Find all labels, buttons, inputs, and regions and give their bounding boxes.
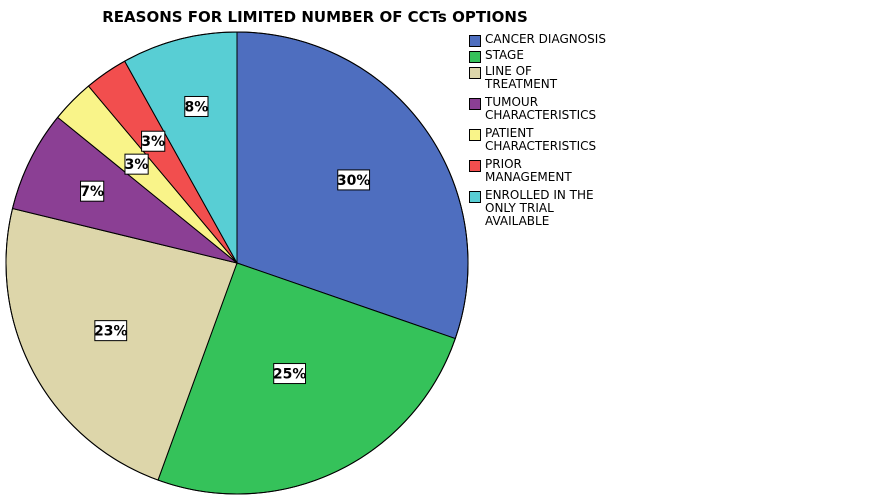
legend-swatch <box>469 160 481 172</box>
svg-text:3%: 3% <box>141 134 165 150</box>
legend-swatch <box>469 67 481 79</box>
legend-item: CANCER DIAGNOSIS <box>469 33 669 49</box>
legend-item: STAGE <box>469 49 669 65</box>
data-label-tumour-characteristics: 7% <box>80 180 105 202</box>
svg-text:30%: 30% <box>337 173 371 189</box>
legend-swatch <box>469 35 481 47</box>
legend-label: PRIOR MANAGEMENT <box>485 157 572 184</box>
pie-outline <box>5 31 469 495</box>
legend-label: STAGE <box>485 48 524 62</box>
legend-swatch <box>469 129 481 141</box>
legend-swatch <box>469 191 481 203</box>
legend-item: LINE OF TREATMENT <box>469 65 669 96</box>
legend-item: TUMOUR CHARACTERISTICS <box>469 96 669 127</box>
data-label-enrolled-in-the-only-trial-available: 8% <box>184 95 209 117</box>
legend-swatch <box>469 98 481 110</box>
svg-text:25%: 25% <box>273 367 307 383</box>
legend-item: PRIOR MANAGEMENT <box>469 158 669 189</box>
data-label-line-of-treatment: 23% <box>94 320 128 342</box>
data-label-prior-management: 3% <box>141 130 166 152</box>
data-label-stage: 25% <box>273 363 307 385</box>
legend: CANCER DIAGNOSIS STAGE LINE OF TREATMENT TU… <box>469 33 669 233</box>
legend-item: PATIENT CHARACTERISTICS <box>469 127 669 158</box>
svg-text:23%: 23% <box>94 324 128 340</box>
legend-label: CANCER DIAGNOSIS <box>485 32 606 46</box>
data-label-patient-characteristics: 3% <box>124 153 149 175</box>
data-label-cancer-diagnosis: 30% <box>337 169 371 191</box>
svg-text:8%: 8% <box>184 99 208 115</box>
legend-swatch <box>469 51 481 63</box>
legend-item: ENROLLED IN THE ONLY TRIAL AVAILABLE <box>469 189 669 233</box>
legend-label: ENROLLED IN THE ONLY TRIAL AVAILABLE <box>485 188 594 228</box>
legend-label: TUMOUR CHARACTERISTICS <box>485 95 597 122</box>
svg-text:3%: 3% <box>125 157 149 173</box>
legend-label: LINE OF TREATMENT <box>485 64 558 91</box>
legend-label: PATIENT CHARACTERISTICS <box>485 126 597 153</box>
svg-text:7%: 7% <box>80 184 104 200</box>
chart-title: REASONS FOR LIMITED NUMBER OF CCTs OPTIO… <box>102 8 528 26</box>
